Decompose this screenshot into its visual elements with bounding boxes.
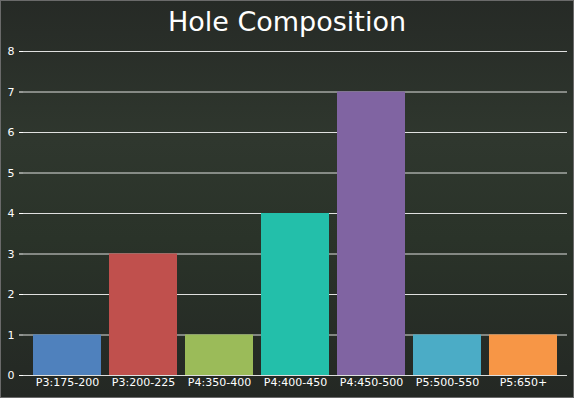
- svg-text:P5:650+: P5:650+: [500, 376, 548, 389]
- svg-text:1: 1: [8, 329, 15, 342]
- svg-text:P3:175-200: P3:175-200: [36, 376, 99, 389]
- svg-text:P4:450-500: P4:450-500: [340, 376, 403, 389]
- svg-text:8: 8: [8, 45, 15, 58]
- svg-text:4: 4: [8, 207, 15, 220]
- svg-text:P5:500-550: P5:500-550: [416, 376, 479, 389]
- svg-text:P3:200-225: P3:200-225: [112, 376, 175, 389]
- svg-text:P4:350-400: P4:350-400: [188, 376, 251, 389]
- svg-text:5: 5: [8, 167, 15, 180]
- svg-text:7: 7: [8, 86, 15, 99]
- svg-text:2: 2: [8, 288, 15, 301]
- html-text:Hole Composition: Hole Composition: [167, 6, 407, 37]
- svg-text:6: 6: [8, 126, 15, 139]
- svg-text:P4:400-450: P4:400-450: [264, 376, 327, 389]
- svg-text:3: 3: [8, 248, 15, 261]
- svg-text:0: 0: [8, 369, 15, 382]
